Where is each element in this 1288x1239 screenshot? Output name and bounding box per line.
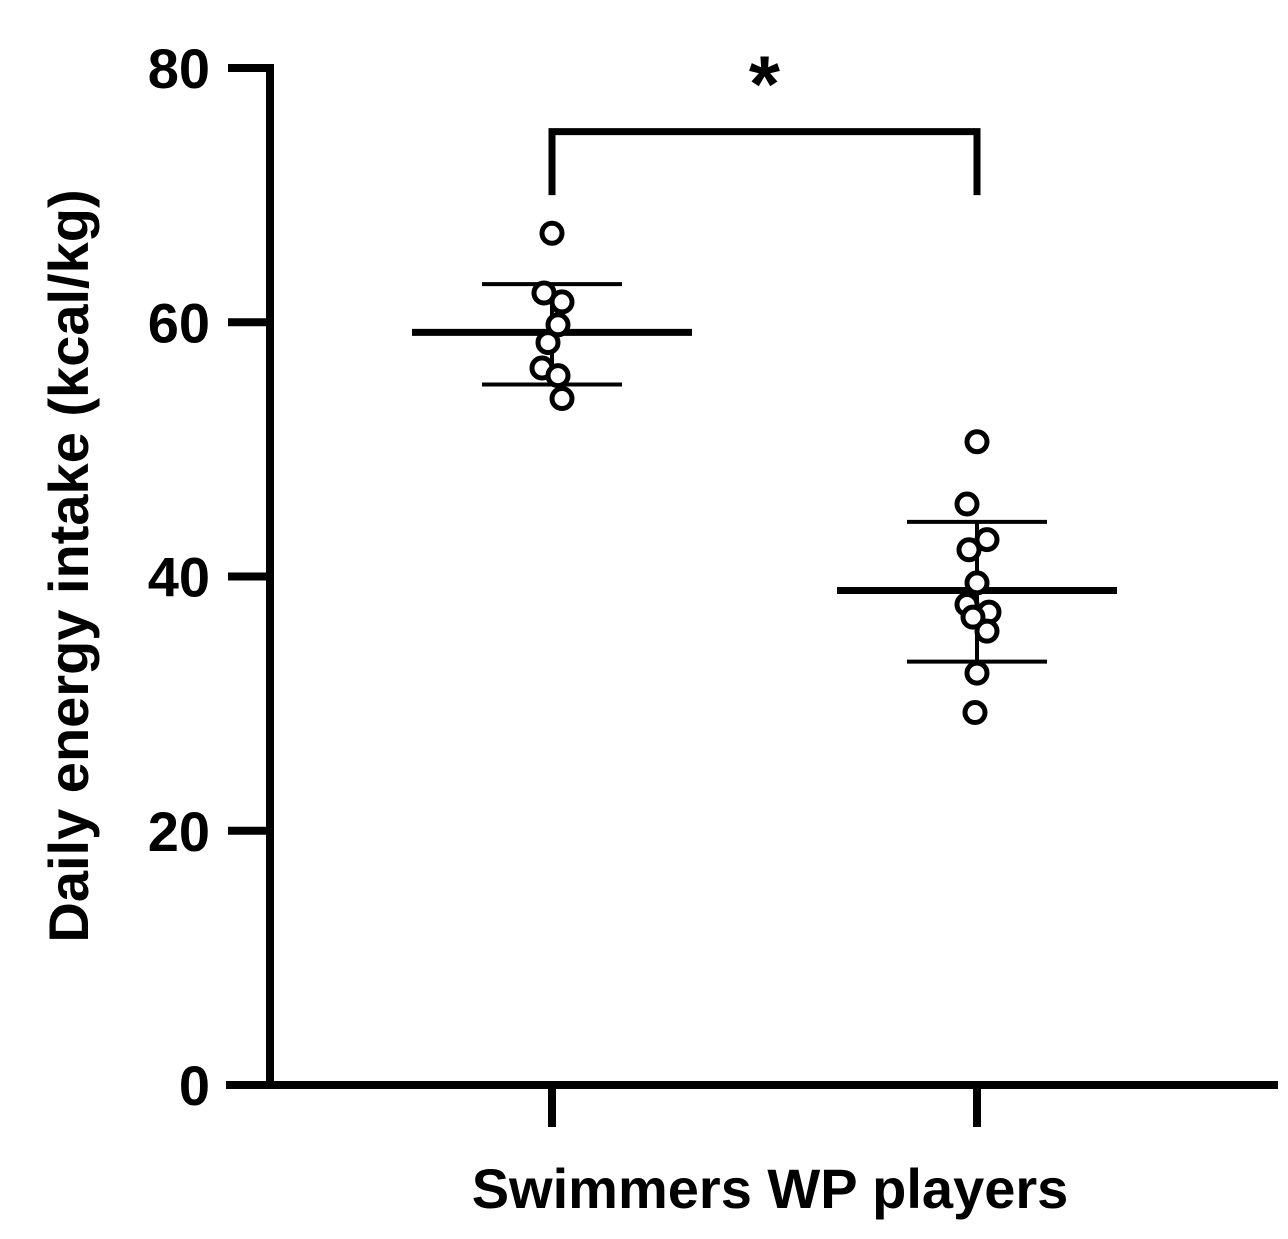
data-point xyxy=(539,220,565,246)
y-tick-label: 60 xyxy=(148,291,210,354)
x-category-labels: Swimmers WP players xyxy=(472,1157,1069,1220)
group-2 xyxy=(837,429,1117,726)
significance-star: * xyxy=(749,40,781,129)
axes: 0 20 40 60 80 Swimmers WP players xyxy=(148,37,1278,1220)
bracket-line xyxy=(548,128,981,196)
significance-bracket: * xyxy=(548,40,981,196)
y-tick-label: 40 xyxy=(148,546,210,609)
group-1 xyxy=(412,220,692,412)
data-point xyxy=(964,660,990,686)
y-tick-label: 0 xyxy=(179,1054,210,1117)
data-point xyxy=(960,604,986,630)
x-category-label-2: WP players xyxy=(752,1157,1068,1220)
data-point xyxy=(549,386,575,412)
x-category-label-1: Swimmers xyxy=(472,1157,752,1220)
data-point xyxy=(956,537,982,563)
data-point xyxy=(545,363,571,389)
chart-marks: * xyxy=(412,40,1117,726)
data-point xyxy=(962,700,988,726)
data-point xyxy=(964,429,990,455)
y-axis-title: Daily energy intake (kcal/kg) xyxy=(37,189,100,942)
data-point xyxy=(974,618,1000,644)
data-point xyxy=(964,570,990,596)
data-point xyxy=(974,527,1000,553)
data-point xyxy=(545,312,571,338)
data-point xyxy=(954,491,980,517)
y-tick-label: 80 xyxy=(148,37,210,100)
y-tick-label: 20 xyxy=(148,800,210,863)
data-point xyxy=(535,330,561,356)
data-point xyxy=(549,289,575,315)
